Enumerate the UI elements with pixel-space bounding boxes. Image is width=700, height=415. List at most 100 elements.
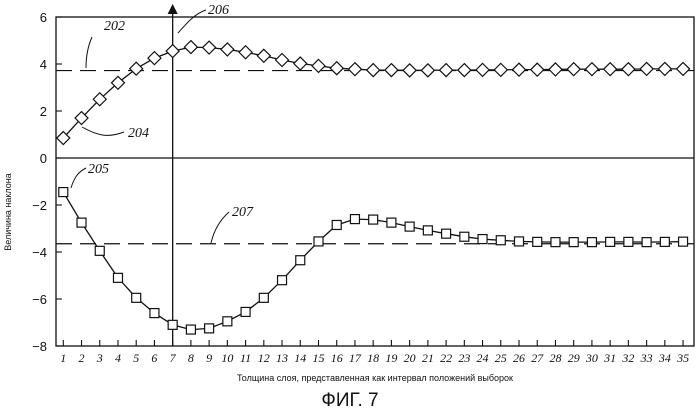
data-point-square bbox=[296, 256, 305, 265]
data-point-square bbox=[478, 235, 487, 244]
data-point-square bbox=[515, 237, 524, 246]
data-point-square bbox=[77, 218, 86, 227]
x-tick-label: 32 bbox=[621, 351, 634, 365]
x-tick-label: 34 bbox=[658, 351, 671, 365]
data-point-square bbox=[587, 238, 596, 247]
data-point-square bbox=[259, 293, 268, 302]
data-point-diamond bbox=[330, 62, 343, 75]
x-tick-label: 13 bbox=[276, 351, 288, 365]
y-axis-label: Величина наклона bbox=[3, 173, 13, 251]
y-tick-label: 2 bbox=[40, 104, 47, 119]
data-point-diamond bbox=[440, 64, 453, 77]
x-tick-label: 28 bbox=[549, 351, 561, 365]
data-point-diamond bbox=[166, 45, 179, 58]
data-point-square bbox=[387, 218, 396, 227]
data-point-square bbox=[642, 238, 651, 247]
data-point-square bbox=[241, 307, 250, 316]
annotation-205: 205 bbox=[88, 162, 109, 177]
data-point-diamond bbox=[604, 63, 617, 76]
x-tick-label: 25 bbox=[495, 351, 507, 365]
data-point-diamond bbox=[403, 64, 416, 77]
x-tick-label: 31 bbox=[603, 351, 616, 365]
data-point-diamond bbox=[276, 54, 289, 67]
data-point-square bbox=[442, 229, 451, 238]
x-tick-label: 20 bbox=[404, 351, 416, 365]
x-tick-label: 7 bbox=[170, 351, 177, 365]
x-tick-label: 14 bbox=[294, 351, 306, 365]
x-tick-label: 26 bbox=[513, 351, 525, 365]
data-point-diamond bbox=[367, 64, 380, 77]
annotation-leader bbox=[178, 10, 206, 33]
data-point-square bbox=[624, 237, 633, 246]
annotation-leader bbox=[71, 168, 86, 188]
data-point-diamond bbox=[494, 63, 507, 76]
x-tick-label: 30 bbox=[585, 351, 598, 365]
annotation-leader bbox=[86, 37, 92, 68]
y-tick-label: 0 bbox=[40, 151, 47, 166]
x-tick-label: 1 bbox=[60, 351, 66, 365]
data-point-diamond bbox=[476, 63, 489, 76]
data-point-diamond bbox=[221, 43, 234, 56]
data-point-square bbox=[606, 237, 615, 246]
data-point-square bbox=[460, 232, 469, 241]
x-tick-label: 16 bbox=[331, 351, 343, 365]
data-point-diamond bbox=[585, 63, 598, 76]
data-point-square bbox=[278, 276, 287, 285]
annotation-leader bbox=[82, 127, 124, 135]
x-tick-label: 9 bbox=[206, 351, 212, 365]
data-point-square bbox=[569, 238, 578, 247]
x-tick-label: 27 bbox=[531, 351, 544, 365]
data-point-square bbox=[314, 237, 323, 246]
data-point-square bbox=[660, 237, 669, 246]
data-point-diamond bbox=[640, 62, 653, 75]
data-point-diamond bbox=[658, 62, 671, 75]
data-point-diamond bbox=[421, 64, 434, 77]
data-point-diamond bbox=[184, 41, 197, 54]
data-point-diamond bbox=[513, 63, 526, 76]
data-point-square bbox=[405, 222, 414, 231]
data-point-square bbox=[332, 220, 341, 229]
data-point-diamond bbox=[458, 64, 471, 77]
y-tick-label: −8 bbox=[32, 339, 47, 354]
data-point-square bbox=[223, 317, 232, 326]
data-point-square bbox=[168, 320, 177, 329]
data-point-square bbox=[205, 324, 214, 333]
data-point-diamond bbox=[257, 49, 270, 62]
y-tick-label: −2 bbox=[32, 198, 47, 213]
y-tick-label: −4 bbox=[32, 245, 47, 260]
x-tick-label: 3 bbox=[96, 351, 103, 365]
x-tick-label: 21 bbox=[422, 351, 434, 365]
y-tick-label: −6 bbox=[32, 292, 47, 307]
data-point-diamond bbox=[622, 63, 635, 76]
x-tick-label: 10 bbox=[221, 351, 233, 365]
x-tick-label: 8 bbox=[188, 351, 194, 365]
data-point-diamond bbox=[203, 41, 216, 54]
data-point-square bbox=[186, 325, 195, 334]
data-point-diamond bbox=[148, 52, 161, 65]
data-point-square bbox=[113, 273, 122, 282]
data-point-diamond bbox=[531, 63, 544, 76]
data-point-diamond bbox=[567, 63, 580, 76]
data-point-square bbox=[95, 246, 104, 255]
x-tick-label: 12 bbox=[258, 351, 270, 365]
data-point-square bbox=[679, 237, 688, 246]
data-point-square bbox=[350, 215, 359, 224]
y-tick-label: 6 bbox=[40, 10, 47, 25]
figure-caption: ФИГ. 7 bbox=[321, 390, 378, 411]
data-point-diamond bbox=[130, 62, 143, 75]
x-tick-label: 35 bbox=[676, 351, 689, 365]
data-point-diamond bbox=[549, 63, 562, 76]
x-tick-label: 17 bbox=[349, 351, 362, 365]
y-tick-label: 4 bbox=[40, 57, 47, 72]
data-point-square bbox=[150, 309, 159, 318]
x-tick-label: 2 bbox=[79, 351, 85, 365]
data-point-square bbox=[59, 188, 68, 197]
data-point-diamond bbox=[294, 57, 307, 70]
x-tick-label: 6 bbox=[151, 351, 157, 365]
x-tick-label: 23 bbox=[458, 351, 470, 365]
data-point-square bbox=[132, 293, 141, 302]
x-axis-label: Толщина слоя, представленная как интерва… bbox=[237, 373, 513, 383]
x-tick-label: 29 bbox=[568, 351, 580, 365]
x-tick-label: 22 bbox=[440, 351, 452, 365]
